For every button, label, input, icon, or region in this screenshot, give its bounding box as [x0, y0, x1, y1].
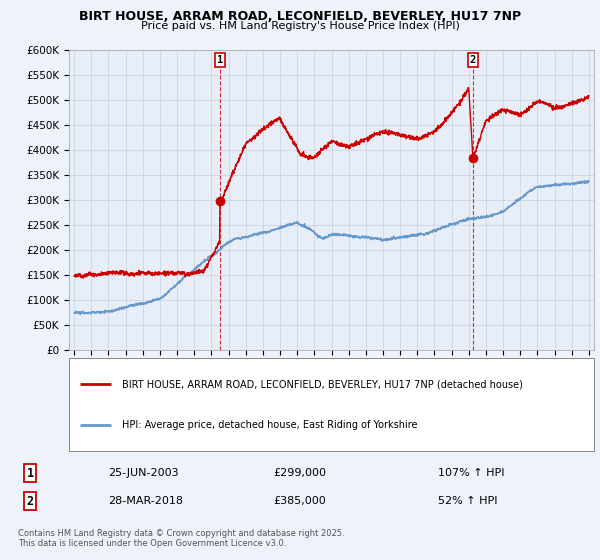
Text: 2: 2 — [26, 494, 34, 508]
Text: 25-JUN-2003: 25-JUN-2003 — [108, 468, 179, 478]
Text: £385,000: £385,000 — [274, 496, 326, 506]
Text: BIRT HOUSE, ARRAM ROAD, LECONFIELD, BEVERLEY, HU17 7NP (detached house): BIRT HOUSE, ARRAM ROAD, LECONFIELD, BEVE… — [121, 379, 523, 389]
Text: 2: 2 — [470, 55, 476, 65]
Text: £299,000: £299,000 — [274, 468, 326, 478]
Text: 1: 1 — [26, 466, 34, 480]
Text: Price paid vs. HM Land Registry's House Price Index (HPI): Price paid vs. HM Land Registry's House … — [140, 21, 460, 31]
Text: 52% ↑ HPI: 52% ↑ HPI — [438, 496, 497, 506]
Text: BIRT HOUSE, ARRAM ROAD, LECONFIELD, BEVERLEY, HU17 7NP: BIRT HOUSE, ARRAM ROAD, LECONFIELD, BEVE… — [79, 10, 521, 22]
Text: 1: 1 — [217, 55, 223, 65]
Text: 28-MAR-2018: 28-MAR-2018 — [108, 496, 183, 506]
Text: Contains HM Land Registry data © Crown copyright and database right 2025.
This d: Contains HM Land Registry data © Crown c… — [18, 529, 344, 548]
Text: 107% ↑ HPI: 107% ↑ HPI — [438, 468, 505, 478]
Text: HPI: Average price, detached house, East Riding of Yorkshire: HPI: Average price, detached house, East… — [121, 420, 417, 430]
